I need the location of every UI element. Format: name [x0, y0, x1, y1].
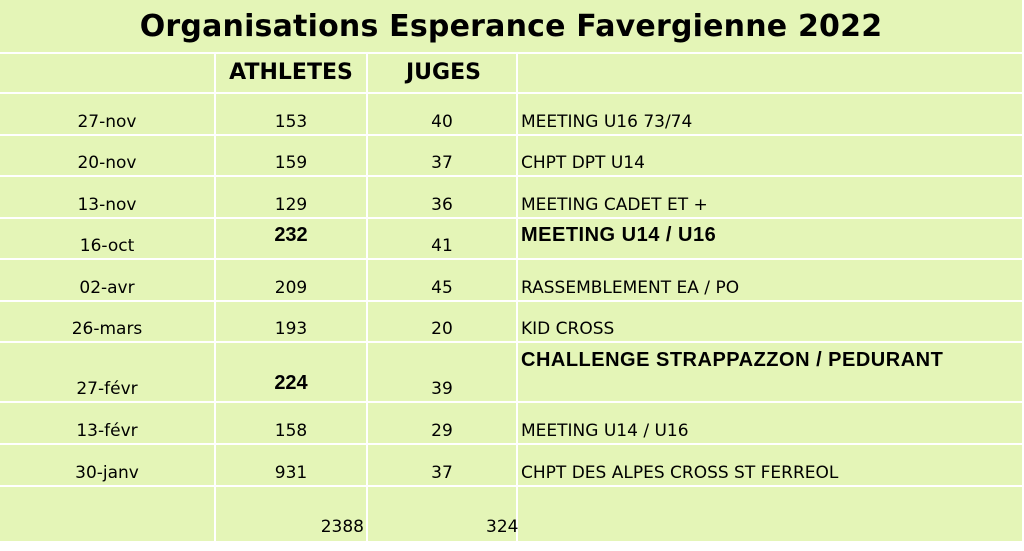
header-date	[0, 52, 216, 92]
juges-cell: 20	[368, 302, 518, 341]
header-event	[518, 52, 1022, 92]
juges-cell: 37	[368, 445, 518, 485]
athletes-cell: 129	[216, 177, 368, 217]
event-cell: CHALLENGE STRAPPAZZON / PEDURANT	[521, 349, 944, 371]
athletes-cell: 224	[216, 343, 368, 401]
date-cell: 16-oct	[0, 219, 216, 258]
juges-cell: 36	[368, 177, 518, 217]
date-cell: 27-févr	[0, 343, 216, 401]
athletes-cell: 193	[216, 302, 368, 341]
date-cell: 30-janv	[0, 445, 216, 485]
totals-row: 2388 324	[0, 487, 1022, 541]
table-row: 16-oct 232 41 MEETING U14 / U16	[0, 219, 1022, 260]
event-cell: KID CROSS	[521, 319, 615, 339]
date-cell: 02-avr	[0, 260, 216, 300]
header-row: ATHLETES JUGES	[0, 52, 1022, 94]
juges-cell: 37	[368, 136, 518, 175]
table-row: 30-janv 931 37 CHPT DES ALPES CROSS ST F…	[0, 445, 1022, 487]
table-row: 20-nov 159 37 CHPT DPT U14	[0, 136, 1022, 177]
event-cell: MEETING U16 73/74	[521, 112, 693, 132]
event-total-cell	[518, 487, 1022, 541]
juges-total: 324	[368, 487, 518, 541]
athletes-cell: 232	[216, 219, 368, 258]
event-cell: CHPT DPT U14	[521, 153, 645, 173]
juges-cell: 29	[368, 403, 518, 443]
athletes-cell: 159	[216, 136, 368, 175]
juges-cell: 45	[368, 260, 518, 300]
athletes-cell: 153	[216, 94, 368, 134]
event-cell: CHPT DES ALPES CROSS ST FERREOL	[521, 463, 839, 483]
date-cell: 20-nov	[0, 136, 216, 175]
table-row: 13-nov 129 36 MEETING CADET ET +	[0, 177, 1022, 219]
table-row: 13-févr 158 29 MEETING U14 / U16	[0, 403, 1022, 445]
juges-cell: 40	[368, 94, 518, 134]
date-cell: 27-nov	[0, 94, 216, 134]
table-row: 27-févr 224 39 CHALLENGE STRAPPAZZON / P…	[0, 343, 1022, 403]
table-row: 02-avr 209 45 RASSEMBLEMENT EA / PO	[0, 260, 1022, 302]
date-cell: 13-févr	[0, 403, 216, 443]
header-juges: JUGES	[368, 52, 518, 92]
totals-label-cell	[0, 487, 216, 541]
event-cell: MEETING CADET ET +	[521, 195, 708, 215]
athletes-cell: 209	[216, 260, 368, 300]
athletes-cell: 931	[216, 445, 368, 485]
event-cell: MEETING U14 / U16	[521, 421, 689, 441]
athletes-total: 2388	[216, 487, 368, 541]
athletes-cell: 158	[216, 403, 368, 443]
table-row: 27-nov 153 40 MEETING U16 73/74	[0, 94, 1022, 136]
date-cell: 13-nov	[0, 177, 216, 217]
table-title: Organisations Esperance Favergienne 2022	[0, 0, 1022, 54]
spreadsheet-table: Organisations Esperance Favergienne 2022…	[0, 0, 1022, 541]
table-row: 26-mars 193 20 KID CROSS	[0, 302, 1022, 343]
event-cell: MEETING U14 / U16	[521, 224, 717, 246]
date-cell: 26-mars	[0, 302, 216, 341]
header-athletes: ATHLETES	[216, 52, 368, 92]
juges-cell: 39	[368, 343, 518, 401]
juges-cell: 41	[368, 219, 518, 258]
event-cell: RASSEMBLEMENT EA / PO	[521, 278, 740, 298]
